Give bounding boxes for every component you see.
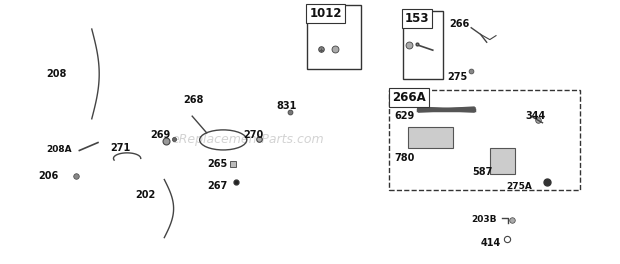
- Text: 275A: 275A: [507, 182, 533, 191]
- Text: 266A: 266A: [392, 91, 425, 104]
- Text: 831: 831: [276, 101, 296, 111]
- Text: 275: 275: [448, 72, 468, 82]
- Text: 587: 587: [472, 167, 493, 177]
- Text: 629: 629: [394, 111, 415, 121]
- Bar: [403, 11, 443, 79]
- Text: 268: 268: [183, 95, 203, 105]
- Text: 344: 344: [526, 111, 546, 121]
- Text: 208A: 208A: [46, 145, 72, 154]
- Polygon shape: [490, 148, 515, 174]
- Bar: [389, 90, 580, 190]
- Text: 208: 208: [46, 69, 67, 79]
- Polygon shape: [408, 127, 453, 148]
- Text: 206: 206: [38, 171, 59, 181]
- Text: 267: 267: [208, 181, 228, 191]
- Text: 265: 265: [208, 159, 228, 169]
- Text: 202: 202: [135, 190, 156, 200]
- Text: eReplacementParts.com: eReplacementParts.com: [172, 133, 324, 147]
- Text: 153: 153: [405, 12, 430, 25]
- Text: 203B: 203B: [471, 215, 497, 224]
- Text: 266: 266: [449, 19, 469, 29]
- Text: 1012: 1012: [309, 7, 342, 20]
- Text: 414: 414: [480, 238, 501, 248]
- Text: 270: 270: [244, 130, 264, 140]
- Text: 269: 269: [150, 130, 170, 140]
- Text: 780: 780: [394, 153, 415, 163]
- Bar: [307, 5, 361, 69]
- Text: 271: 271: [110, 143, 131, 153]
